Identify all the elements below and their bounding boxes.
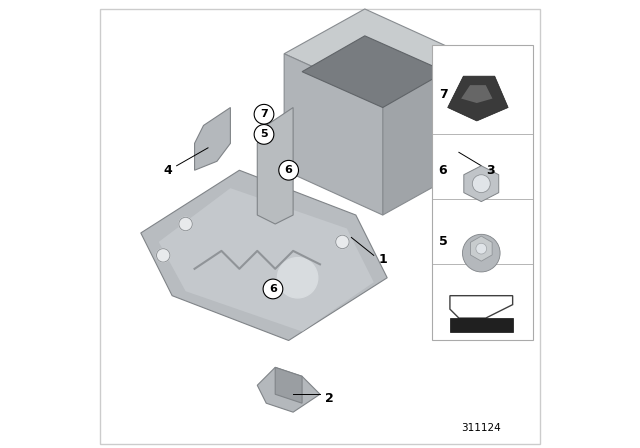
- Circle shape: [254, 125, 274, 144]
- Text: 6: 6: [439, 164, 447, 177]
- Polygon shape: [470, 236, 492, 261]
- Polygon shape: [302, 36, 445, 108]
- Polygon shape: [464, 166, 499, 202]
- Text: 7: 7: [439, 87, 447, 101]
- Circle shape: [279, 160, 298, 180]
- Text: 2: 2: [324, 392, 333, 405]
- Text: 7: 7: [260, 109, 268, 119]
- Text: 1: 1: [378, 253, 387, 267]
- Polygon shape: [284, 54, 383, 215]
- Polygon shape: [195, 108, 230, 170]
- Circle shape: [336, 235, 349, 249]
- Polygon shape: [284, 9, 463, 99]
- Circle shape: [179, 217, 193, 231]
- Polygon shape: [461, 85, 493, 103]
- Polygon shape: [450, 296, 513, 318]
- Circle shape: [463, 234, 500, 272]
- Polygon shape: [448, 76, 508, 121]
- Polygon shape: [257, 367, 320, 412]
- Text: 311124: 311124: [461, 423, 501, 433]
- Polygon shape: [275, 367, 302, 403]
- Text: 5: 5: [439, 235, 447, 249]
- Polygon shape: [257, 108, 293, 224]
- Text: 6: 6: [285, 165, 292, 175]
- Circle shape: [254, 104, 274, 124]
- Polygon shape: [141, 170, 387, 340]
- Text: 5: 5: [260, 129, 268, 139]
- Circle shape: [263, 279, 283, 299]
- Polygon shape: [383, 54, 463, 215]
- Polygon shape: [159, 188, 374, 332]
- Text: 6: 6: [269, 284, 277, 294]
- Circle shape: [472, 175, 490, 193]
- Circle shape: [157, 249, 170, 262]
- Bar: [450, 318, 513, 332]
- Circle shape: [476, 243, 486, 254]
- Bar: [432, 45, 532, 340]
- Text: 3: 3: [486, 164, 495, 177]
- Circle shape: [278, 258, 318, 298]
- Text: 4: 4: [163, 164, 172, 177]
